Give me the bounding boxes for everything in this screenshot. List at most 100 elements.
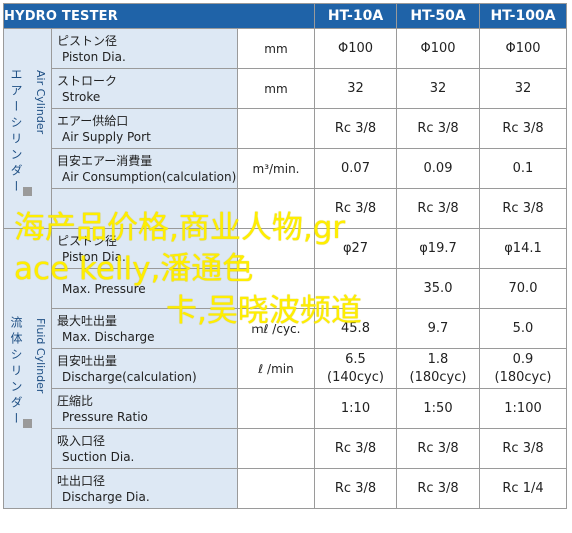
spec-row: 吸入口径 Suction Dia. Rc 3/8 Rc 3/8 Rc 3/8	[4, 428, 567, 469]
spec-unit	[237, 468, 315, 509]
spec-label-jp: ピストン径	[57, 233, 118, 248]
table-title: HYDRO TESTER	[3, 3, 315, 29]
spec-unit	[237, 428, 315, 469]
model-ht-100a: HT-100A	[479, 3, 567, 29]
spec-value-line: Rc 3/8	[502, 120, 544, 136]
spec-value-line: Rc 1/4	[502, 480, 544, 496]
spec-unit	[237, 228, 315, 269]
spec-value-line: Rc 3/8	[417, 120, 459, 136]
spec-value: Rc 3/8	[396, 428, 480, 469]
spec-value-line: Rc 3/8	[502, 440, 544, 456]
spec-value: Rc 3/8	[396, 188, 480, 229]
spec-value-line: 6.5	[345, 351, 366, 367]
spec-value-line: 0.09	[423, 160, 453, 176]
spec-value: Rc 3/8	[314, 108, 397, 149]
spec-label: 最大吐出量 Max. Discharge	[51, 308, 238, 349]
spec-row: Max. Pressure 35.0 70.0	[4, 268, 567, 309]
spec-value: 32	[479, 68, 567, 109]
spec-label	[51, 188, 238, 229]
spec-label: 目安エアー消費量 Air Consumption(calculation)	[51, 148, 238, 189]
spec-value: φ14.1	[479, 228, 567, 269]
spec-unit: mm	[237, 28, 315, 69]
spec-value: 1:10	[314, 388, 397, 429]
spec-value-line: φ19.7	[419, 240, 457, 256]
spec-label-jp: 吸入口径	[57, 433, 106, 448]
spec-value-line: Φ100	[337, 40, 374, 56]
spec-value: Φ100	[479, 28, 567, 69]
spec-value-line: 1:100	[504, 400, 542, 416]
spec-value-line: Rc 3/8	[417, 440, 459, 456]
model-ht-10a: HT-10A	[314, 3, 397, 29]
spec-value: 0.09	[396, 148, 480, 189]
spec-unit	[237, 188, 315, 229]
spec-label-en: Max. Discharge	[62, 329, 155, 344]
fluid-cylinder-group: 流体シリンダー Fluid Cylinder	[3, 228, 52, 509]
header-row: HYDRO TESTER HT-10A HT-50A HT-100A	[3, 3, 567, 29]
spec-label: ピストン径 Piston Dia.	[51, 28, 238, 69]
spec-value: 0.1	[479, 148, 567, 189]
spec-label: 吐出口径 Discharge Dia.	[51, 468, 238, 509]
spec-value: 70.0	[479, 268, 567, 309]
spec-value: 1:100	[479, 388, 567, 429]
spec-row: 目安エアー消費量 Air Consumption(calculation) m³/m…	[4, 148, 567, 189]
spec-value: 6.5 (140cyc)	[314, 348, 397, 389]
spec-rows: エアーシリンダー Air Cylinder ピストン径 Piston Dia. mm Φ1…	[3, 28, 567, 509]
spec-label-en: Air Consumption(calculation)	[62, 169, 237, 184]
spec-unit: m³/min.	[237, 148, 315, 189]
spec-value: Rc 3/8	[479, 108, 567, 149]
spec-label-en: Air Supply Port	[62, 129, 151, 144]
spec-value-line: (180cyc)	[409, 369, 467, 385]
spec-value-line: 35.0	[423, 280, 453, 296]
spec-value: Rc 3/8	[314, 468, 397, 509]
spec-label-en: Stroke	[62, 89, 101, 104]
group-label-en: Fluid Cylinder	[34, 317, 47, 393]
spec-unit: ｍℓ /cyc.	[237, 308, 315, 349]
spec-value-line: Rc 3/8	[334, 200, 377, 216]
spec-label-en: Discharge(calculation)	[62, 369, 197, 384]
spec-label: エアー供給口 Air Supply Port	[51, 108, 238, 149]
spec-row: Rc 3/8 Rc 3/8 Rc 3/8	[4, 188, 567, 229]
spec-value-line: Rc 3/8	[417, 480, 459, 496]
spec-unit	[237, 388, 315, 429]
spec-value-line: (180cyc)	[494, 369, 552, 385]
square-bullet-icon	[23, 186, 32, 196]
spec-value-line: 32	[514, 80, 532, 96]
spec-unit: mm	[237, 68, 315, 109]
spec-value-line: 5.0	[512, 320, 534, 336]
spec-value: 1:50	[396, 388, 480, 429]
spec-value: Rc 3/8	[314, 188, 397, 229]
model-ht-50a: HT-50A	[396, 3, 480, 29]
spec-value-line: φ27	[342, 240, 369, 256]
spec-value-line: 1:50	[423, 400, 453, 416]
spec-value-line: 32	[429, 80, 447, 96]
spec-label-jp: 吐出口径	[57, 473, 106, 488]
spec-value-line: φ14.1	[504, 240, 542, 256]
spec-label: 吸入口径 Suction Dia.	[51, 428, 238, 469]
spec-value: Rc 3/8	[396, 468, 480, 509]
spec-label: 圧縮比 Pressure Ratio	[51, 388, 238, 429]
spec-value-line: 32	[347, 80, 364, 96]
spec-value-line: Φ100	[505, 40, 541, 56]
spec-value: Rc 3/8	[396, 108, 480, 149]
spec-row: 吐出口径 Discharge Dia. Rc 3/8 Rc 3/8 Rc 1/4	[4, 468, 567, 509]
spec-row: エアーシリンダー Air Cylinder ピストン径 Piston Dia. mm Φ1…	[3, 28, 567, 229]
spec-value: 0.9 (180cyc)	[479, 348, 567, 389]
spec-value: 0.07	[314, 148, 397, 189]
spec-label-en: Discharge Dia.	[62, 489, 150, 504]
spec-value: Φ100	[396, 28, 480, 69]
spec-value-line: Rc 3/8	[417, 200, 459, 216]
spec-unit	[237, 268, 315, 309]
spec-label-jp: 圧縮比	[57, 393, 94, 408]
spec-label-en: Suction Dia.	[62, 449, 135, 464]
spec-label-jp: 目安吐出量	[57, 353, 118, 368]
spec-label: Max. Pressure	[51, 268, 238, 309]
spec-value: 32	[314, 68, 397, 109]
spec-value: 1.8 (180cyc)	[396, 348, 480, 389]
group-label-en: Air Cylinder	[34, 69, 47, 134]
group-label-jp: エアーシリンダー	[9, 67, 23, 196]
spec-value-line: Φ100	[420, 40, 456, 56]
spec-value-line: 0.9	[512, 351, 534, 367]
spec-value	[314, 268, 397, 309]
spec-row: 目安吐出量 Discharge(calculation) ℓ /min 6.5 (140…	[4, 348, 567, 389]
spec-label-en: Piston Dia.	[62, 249, 126, 264]
